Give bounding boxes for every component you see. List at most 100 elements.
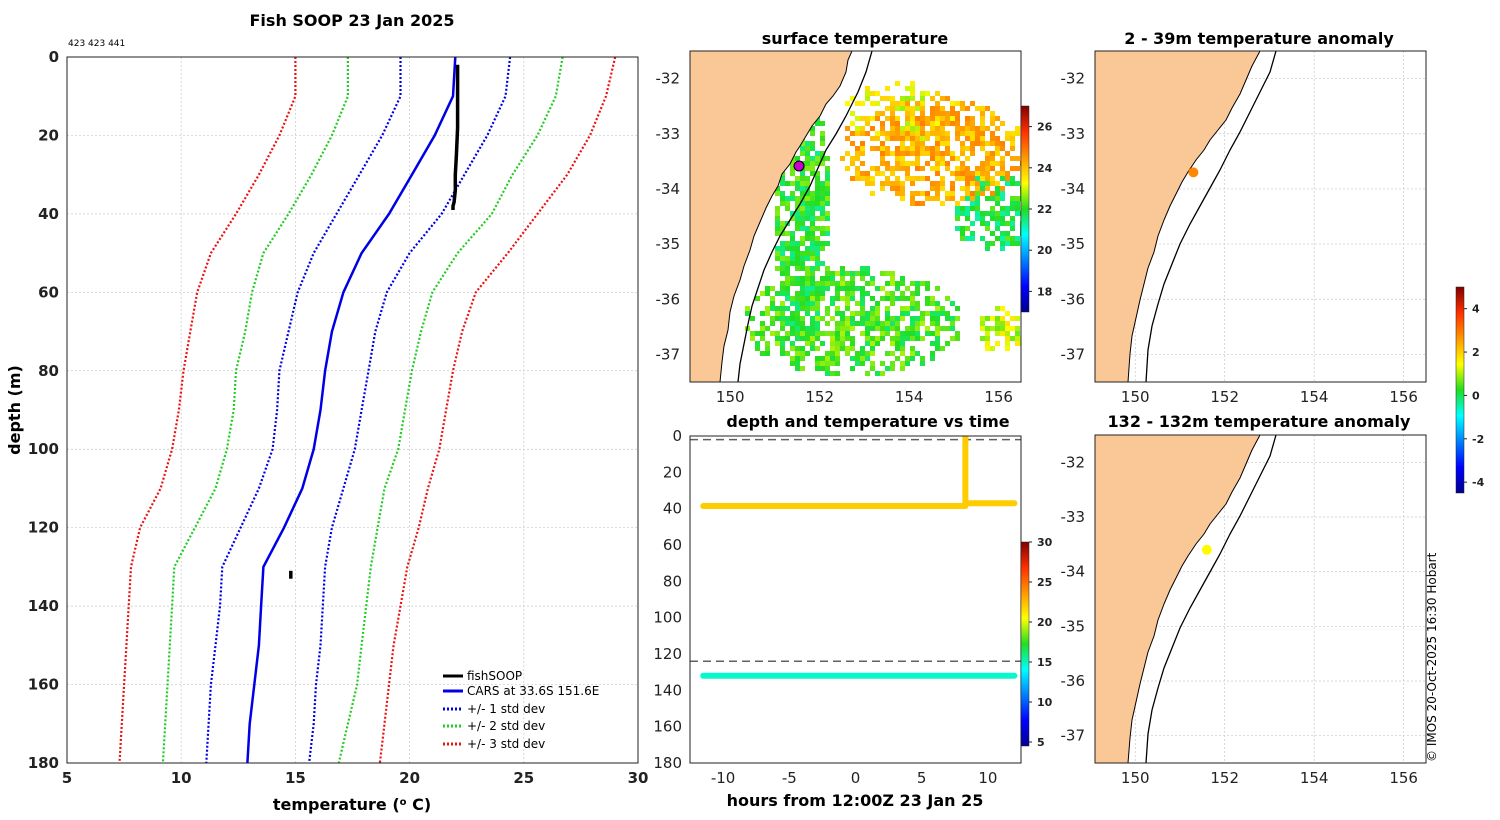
profile-xtick-label: 5 — [62, 769, 72, 787]
sst-cell — [1010, 166, 1015, 171]
sst-cell — [820, 211, 825, 216]
sst-cell — [920, 201, 925, 206]
sst-colorbar-tick-label: 26 — [1037, 121, 1053, 134]
sst-cell — [820, 196, 825, 201]
time-xtick-label: 10 — [978, 769, 997, 787]
sst-cell — [850, 291, 855, 296]
sst-cell — [900, 191, 905, 196]
sst-cell — [910, 326, 915, 331]
sst-cell — [780, 201, 785, 206]
sst-cell — [855, 356, 860, 361]
sst-cell — [805, 201, 810, 206]
sst-cell — [875, 116, 880, 121]
sst-cell — [1000, 171, 1005, 176]
sst-cell — [930, 311, 935, 316]
sst-cell — [865, 266, 870, 271]
sst-cell — [915, 121, 920, 126]
sst-cell — [820, 181, 825, 186]
sst-cell — [900, 336, 905, 341]
profile-xlabel: temperature (o C) — [273, 795, 431, 814]
sst-cell — [885, 326, 890, 331]
sst-cell — [910, 336, 915, 341]
map-xtick-label: 154 — [1300, 388, 1329, 406]
sst-cell — [860, 276, 865, 281]
sst-cell — [835, 346, 840, 351]
sst-cell — [810, 271, 815, 276]
sst-cell — [865, 371, 870, 376]
sst-cell — [810, 256, 815, 261]
sst-cell — [955, 336, 960, 341]
sst-cell — [800, 186, 805, 191]
sst-cell — [860, 331, 865, 336]
sst-cell — [800, 366, 805, 371]
sst-cell — [920, 316, 925, 321]
sst-cell — [960, 196, 965, 201]
sst-cell — [960, 106, 965, 111]
sst-cell — [790, 251, 795, 256]
sst-cell — [890, 116, 895, 121]
sst-cell — [800, 146, 805, 151]
sst-cell — [1000, 206, 1005, 211]
sst-cell — [795, 241, 800, 246]
time-ytick-label: 60 — [663, 536, 682, 554]
sst-cell — [870, 336, 875, 341]
sst-cell — [830, 371, 835, 376]
sst-cell — [945, 141, 950, 146]
sst-cell — [795, 221, 800, 226]
sst-colorbar-tick-label: 18 — [1037, 285, 1052, 298]
sst-cell — [815, 316, 820, 321]
sst-cell — [995, 306, 1000, 311]
sst-cell — [855, 301, 860, 306]
map-xtick-label: 156 — [1389, 388, 1418, 406]
sst-cell — [805, 301, 810, 306]
sst-cell — [950, 336, 955, 341]
sst-cell — [935, 121, 940, 126]
sst-cell — [855, 271, 860, 276]
sst-cell — [985, 196, 990, 201]
sst-cell — [940, 186, 945, 191]
sst-cell — [900, 151, 905, 156]
sst-cell — [835, 341, 840, 346]
sst-cell — [800, 286, 805, 291]
map-ytick-label: -37 — [1061, 345, 1086, 363]
sst-cell — [865, 351, 870, 356]
sst-cell — [1000, 216, 1005, 221]
sst-cell — [970, 236, 975, 241]
sst-cell — [975, 196, 980, 201]
sst-cell — [1010, 226, 1015, 231]
map-xtick-label: 156 — [984, 388, 1013, 406]
sst-cell — [990, 346, 995, 351]
map-xtick-label: 150 — [1121, 388, 1150, 406]
sst-cell — [1005, 326, 1010, 331]
sst-cell — [805, 296, 810, 301]
sst-cell — [995, 146, 1000, 151]
sst-cell — [850, 96, 855, 101]
sst-colorbar-tick-label: 22 — [1037, 203, 1052, 216]
sst-cell — [1015, 206, 1020, 211]
sst-cell — [865, 131, 870, 136]
profile-plot-area — [67, 57, 638, 763]
sst-cell — [905, 306, 910, 311]
sst-cell — [905, 161, 910, 166]
sst-cell — [815, 291, 820, 296]
sst-cell — [990, 156, 995, 161]
sst-cell — [775, 341, 780, 346]
sst-cell — [855, 166, 860, 171]
sst-cell — [805, 256, 810, 261]
sst-cell — [815, 281, 820, 286]
sst-cell — [870, 91, 875, 96]
sst-cell — [915, 326, 920, 331]
map-ytick-label: -36 — [656, 290, 681, 308]
timeplot-title: depth and temperature vs time — [726, 412, 1009, 431]
sst-cell — [775, 336, 780, 341]
sst-cell — [960, 211, 965, 216]
sst-cell — [810, 251, 815, 256]
sst-cell — [985, 241, 990, 246]
sst-cell — [920, 146, 925, 151]
sst-cell — [825, 266, 830, 271]
sst-cell — [860, 271, 865, 276]
sst-cell — [800, 266, 805, 271]
sst-cell — [945, 191, 950, 196]
sst-shelf-contour — [737, 51, 873, 382]
sst-cell — [795, 226, 800, 231]
